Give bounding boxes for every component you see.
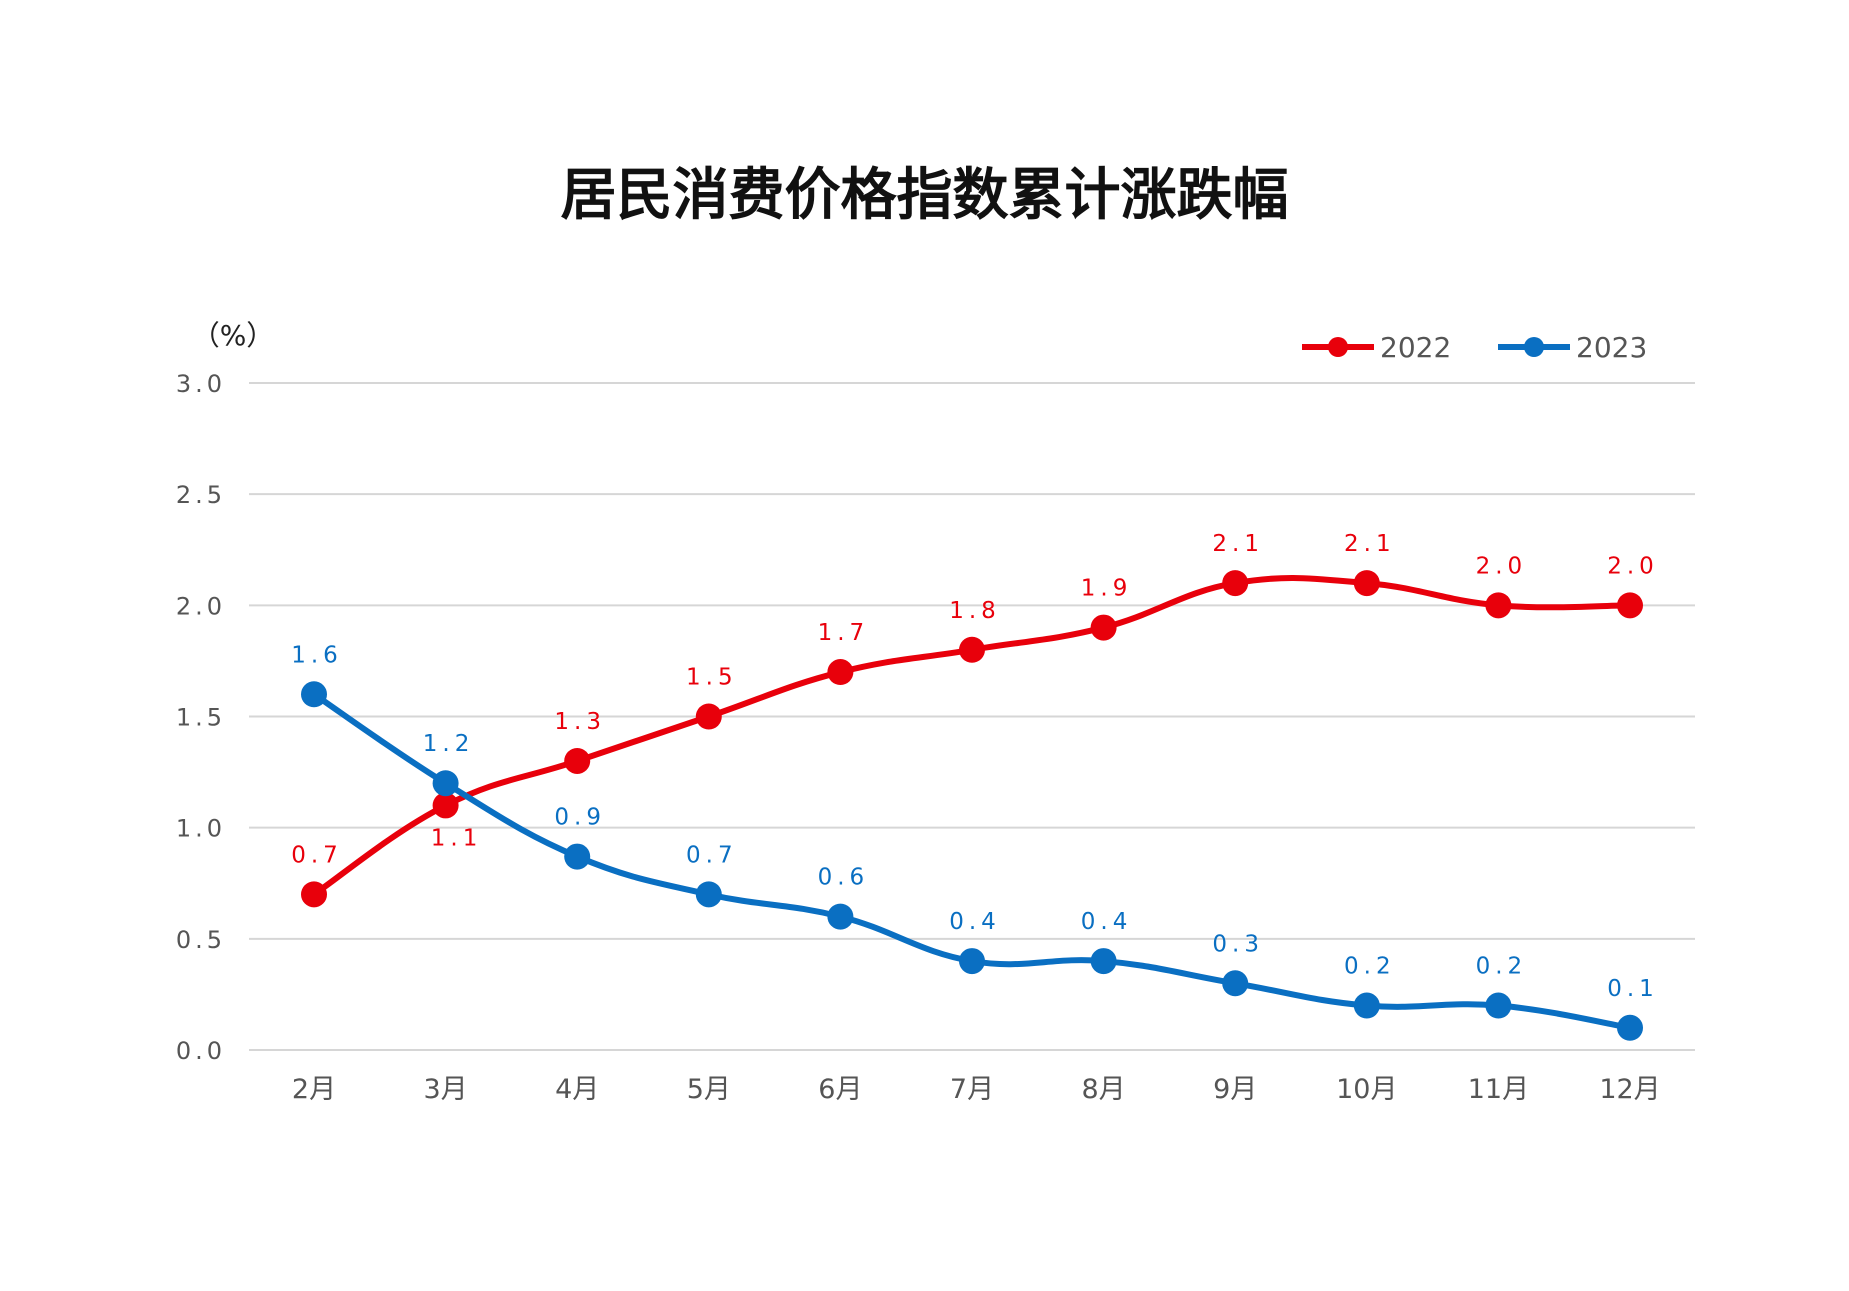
series-line-2022 bbox=[312, 574, 1631, 897]
data-point-2023 bbox=[827, 903, 854, 930]
x-tick-label: 7月 bbox=[950, 1074, 994, 1105]
y-axis-unit-label: （%） bbox=[192, 319, 275, 352]
x-tick-label: 3月 bbox=[424, 1074, 468, 1105]
y-tick-label: 3.0 bbox=[176, 370, 226, 398]
x-tick-label: 8月 bbox=[1082, 1074, 1126, 1105]
data-label-2022: 1.9 bbox=[1081, 576, 1133, 602]
y-tick-label: 0.0 bbox=[176, 1037, 226, 1065]
data-point-2022 bbox=[301, 881, 327, 908]
data-point-2023 bbox=[1485, 992, 1512, 1019]
data-point-2022 bbox=[695, 703, 722, 730]
legend-marker-2022 bbox=[1328, 337, 1348, 357]
y-tick-label: 2.5 bbox=[176, 481, 226, 509]
x-tick-label: 9月 bbox=[1213, 1074, 1257, 1105]
data-label-2022: 2.0 bbox=[1607, 553, 1659, 579]
data-label-2022: 1.1 bbox=[431, 825, 483, 851]
data-point-2023 bbox=[1353, 992, 1380, 1019]
data-label-2023: 0.3 bbox=[1212, 931, 1264, 957]
data-label-2022: 2.1 bbox=[1344, 531, 1396, 557]
legend-marker-2023 bbox=[1524, 337, 1544, 357]
data-label-2023: 0.2 bbox=[1344, 954, 1396, 980]
x-tick-label: 5月 bbox=[687, 1074, 731, 1105]
x-tick-label: 11月 bbox=[1468, 1074, 1529, 1105]
data-label-2022: 1.7 bbox=[818, 620, 870, 646]
data-point-2022 bbox=[959, 636, 985, 663]
y-tick-label: 1.0 bbox=[176, 815, 226, 843]
data-point-2022 bbox=[827, 659, 854, 686]
data-label-2022: 0.7 bbox=[291, 842, 343, 868]
data-point-2023 bbox=[564, 843, 591, 870]
y-tick-label: 2.0 bbox=[176, 592, 226, 620]
data-point-2022 bbox=[564, 747, 591, 774]
data-label-2022: 2.0 bbox=[1476, 553, 1528, 579]
x-tick-label: 4月 bbox=[555, 1074, 599, 1105]
data-label-2022: 2.1 bbox=[1212, 531, 1264, 557]
data-point-2022 bbox=[1485, 592, 1512, 619]
x-tick-label: 12月 bbox=[1599, 1074, 1660, 1105]
data-label-2023: 0.6 bbox=[818, 865, 870, 891]
data-point-2023 bbox=[959, 948, 985, 975]
data-label-2023: 0.9 bbox=[554, 805, 606, 831]
data-label-2023: 0.4 bbox=[949, 909, 1001, 935]
legend-label-2022: 2022 bbox=[1380, 331, 1451, 364]
data-point-2022 bbox=[1090, 614, 1117, 641]
chart-title: 居民消费价格指数累计涨跌幅 bbox=[560, 163, 1289, 228]
x-tick-label: 6月 bbox=[818, 1074, 862, 1105]
y-tick-label: 1.5 bbox=[176, 704, 226, 732]
data-label-2022: 1.8 bbox=[949, 598, 1001, 624]
data-label-2023: 0.2 bbox=[1476, 954, 1528, 980]
data-point-2022 bbox=[432, 792, 459, 819]
data-point-2023 bbox=[1617, 1014, 1643, 1041]
data-point-2022 bbox=[1617, 592, 1643, 619]
data-point-2023 bbox=[1090, 948, 1117, 975]
legend-label-2023: 2023 bbox=[1576, 331, 1647, 364]
data-point-2022 bbox=[1353, 570, 1380, 597]
data-point-2023 bbox=[432, 770, 459, 797]
data-point-2022 bbox=[1222, 570, 1249, 597]
x-tick-label: 2月 bbox=[292, 1074, 336, 1105]
data-point-2023 bbox=[695, 881, 722, 908]
data-label-2023: 0.4 bbox=[1081, 909, 1133, 935]
data-label-2022: 1.5 bbox=[686, 665, 738, 691]
x-tick-label: 10月 bbox=[1336, 1074, 1397, 1105]
data-point-2023 bbox=[301, 681, 327, 708]
data-label-2023: 0.1 bbox=[1607, 976, 1659, 1002]
data-label-2023: 0.7 bbox=[686, 842, 738, 868]
data-label-2022: 1.3 bbox=[554, 709, 606, 735]
data-point-2023 bbox=[1222, 970, 1249, 997]
data-label-2023: 1.6 bbox=[291, 642, 343, 668]
series-line-2023 bbox=[312, 691, 1631, 1031]
data-label-2023: 1.2 bbox=[423, 731, 475, 757]
y-tick-label: 0.5 bbox=[176, 926, 226, 954]
